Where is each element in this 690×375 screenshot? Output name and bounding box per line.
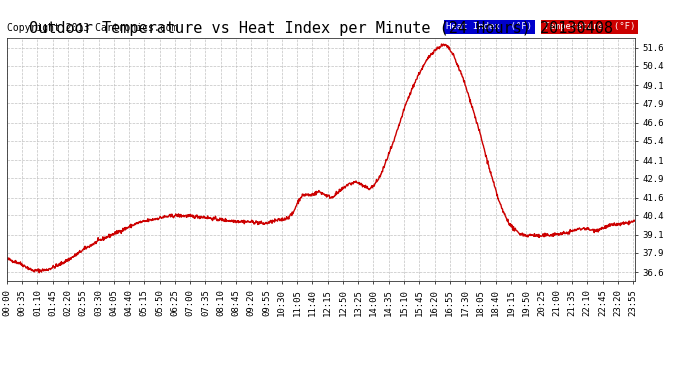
Text: Temperature  (°F): Temperature (°F) — [544, 22, 635, 32]
Text: Copyright 2013 Cartronics.com: Copyright 2013 Cartronics.com — [7, 22, 177, 33]
Title: Outdoor Temperature vs Heat Index per Minute (24 Hours) 20130408: Outdoor Temperature vs Heat Index per Mi… — [29, 21, 613, 36]
Text: Heat Index  (°F): Heat Index (°F) — [446, 22, 533, 32]
